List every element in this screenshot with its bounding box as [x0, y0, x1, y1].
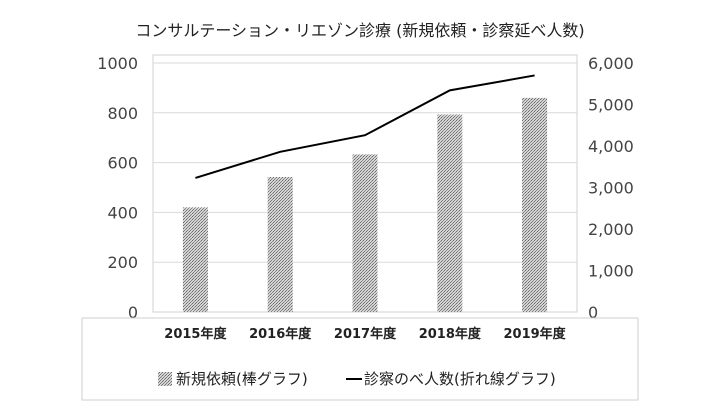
x-tick-label: 2015年度	[164, 326, 227, 342]
bar	[352, 154, 378, 312]
legend-label-line: 診察のべ人数(折れ線グラフ)	[364, 370, 556, 388]
left-axis: 0 200 400 600 800 1000	[97, 54, 138, 322]
left-tick-label: 0	[128, 303, 138, 322]
left-tick-label: 400	[107, 203, 138, 222]
chart-title: コンサルテーション・リエゾン診療 (新規依頼・診察延べ人数)	[135, 21, 584, 40]
left-tick-label: 1000	[97, 54, 138, 73]
right-tick-label: 3,000	[588, 179, 634, 198]
legend-frame	[81, 317, 639, 401]
right-tick-label: 0	[588, 303, 598, 322]
x-tick-label: 2018年度	[419, 326, 482, 342]
left-tick-label: 200	[107, 253, 138, 272]
right-tick-label: 2,000	[588, 220, 634, 239]
right-tick-label: 4,000	[588, 137, 634, 156]
left-tick-label: 600	[107, 154, 138, 173]
right-axis: 0 1,000 2,000 3,000 4,000 5,000 6,000	[588, 54, 634, 322]
bar	[437, 114, 463, 312]
legend-swatch-bar	[158, 372, 172, 386]
bar	[522, 97, 548, 312]
right-tick-label: 1,000	[588, 262, 634, 281]
bar	[267, 177, 293, 312]
bar	[182, 207, 208, 312]
x-tick-label: 2016年度	[249, 326, 312, 342]
right-tick-label: 6,000	[588, 54, 634, 73]
x-tick-label: 2019年度	[504, 326, 567, 342]
right-tick-label: 5,000	[588, 96, 634, 115]
legend-label-bar: 新規依頼(棒グラフ)	[176, 370, 308, 388]
legend: 新規依頼(棒グラフ) 診察のべ人数(折れ線グラフ)	[158, 370, 556, 388]
left-tick-label: 800	[107, 104, 138, 123]
line-series-visits	[195, 74, 535, 179]
x-axis: 2015年度 2016年度 2017年度 2018年度 2019年度	[164, 326, 566, 342]
bar-series	[182, 97, 548, 312]
x-tick-label: 2017年度	[334, 326, 397, 342]
